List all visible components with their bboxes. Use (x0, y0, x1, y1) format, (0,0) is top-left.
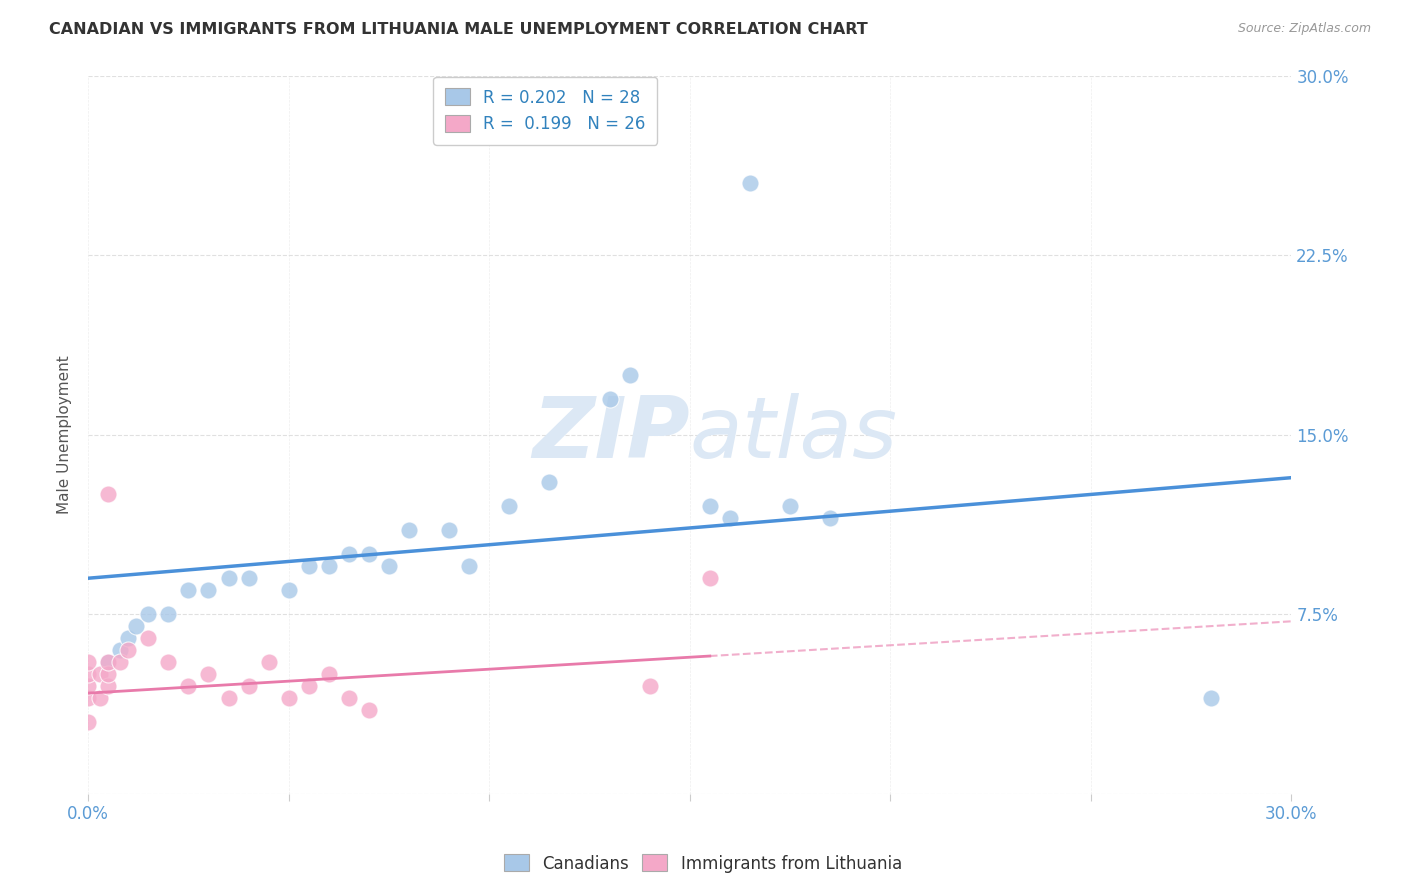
Point (277, 583, 299, 598)
Point (318, 667, 340, 681)
Point (177, 583, 200, 598)
Legend: R = 0.202   N = 28, R =  0.199   N = 26: R = 0.202 N = 28, R = 0.199 N = 26 (433, 77, 658, 145)
Point (699, 571, 721, 585)
Point (218, 571, 240, 585)
Point (117, 631, 139, 645)
Point (136, 607, 159, 621)
Point (89, 667, 111, 681)
Point (277, 690, 299, 705)
Point (125, 619, 148, 633)
Point (110, 655, 132, 669)
Y-axis label: Male Unemployment: Male Unemployment (58, 355, 72, 514)
Point (638, 679, 661, 693)
Point (197, 583, 219, 598)
Point (718, 511, 741, 525)
Point (337, 690, 360, 705)
Legend: Canadians, Immigrants from Lithuania: Canadians, Immigrants from Lithuania (498, 847, 908, 880)
Point (538, 475, 561, 490)
Point (337, 547, 360, 561)
Point (699, 500, 721, 514)
Point (77, 690, 100, 705)
Point (97, 667, 120, 681)
Point (77, 714, 100, 729)
Text: ZIP: ZIP (531, 393, 690, 476)
Point (1199, 690, 1222, 705)
Point (157, 655, 180, 669)
Point (218, 690, 240, 705)
Point (357, 703, 380, 717)
Point (89, 690, 111, 705)
Point (77, 655, 100, 669)
Text: Source: ZipAtlas.com: Source: ZipAtlas.com (1237, 22, 1371, 36)
Point (318, 559, 340, 574)
Point (738, 176, 761, 190)
Point (298, 679, 321, 693)
Point (97, 487, 120, 501)
Point (77, 679, 100, 693)
Point (437, 524, 460, 538)
Point (97, 679, 120, 693)
Point (599, 392, 621, 406)
Point (117, 643, 139, 657)
Point (110, 643, 132, 657)
Point (458, 559, 481, 574)
Point (298, 559, 321, 574)
Point (257, 655, 280, 669)
Point (779, 500, 801, 514)
Point (238, 571, 260, 585)
Point (157, 607, 180, 621)
Point (77, 667, 100, 681)
Point (498, 500, 520, 514)
Text: CANADIAN VS IMMIGRANTS FROM LITHUANIA MALE UNEMPLOYMENT CORRELATION CHART: CANADIAN VS IMMIGRANTS FROM LITHUANIA MA… (49, 22, 868, 37)
Point (398, 524, 420, 538)
Point (818, 511, 841, 525)
Point (136, 631, 159, 645)
Point (197, 667, 219, 681)
Point (177, 679, 200, 693)
Point (357, 547, 380, 561)
Point (97, 655, 120, 669)
Point (378, 559, 401, 574)
Point (97, 655, 120, 669)
Point (619, 368, 641, 382)
Text: atlas: atlas (690, 393, 898, 476)
Point (238, 679, 260, 693)
